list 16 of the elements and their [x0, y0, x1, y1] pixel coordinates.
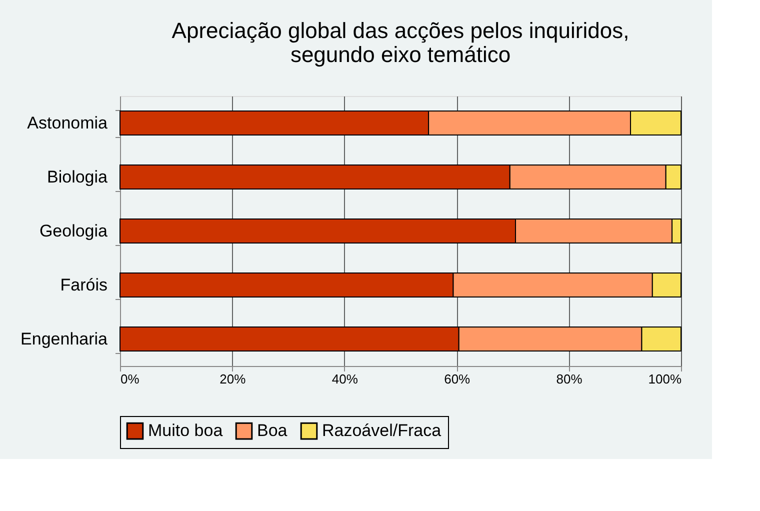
y-tick-label: Faróis: [60, 276, 108, 294]
y-tick-label: Astonomia: [27, 114, 108, 132]
x-tick-label: 40%: [332, 372, 358, 386]
legend-label: Muito boa: [148, 421, 224, 440]
text: segundo eixo temático: [290, 42, 511, 67]
y-tick-label: Geologia: [39, 222, 108, 240]
y-tick-label: Engenharia: [20, 330, 108, 348]
text: Apreciação global das acções pelos inquiridos,: [172, 18, 630, 43]
x-tick-label: 100%: [648, 372, 682, 386]
legend-label: Boa: [257, 421, 288, 440]
legend-label: Razoável/Fraca: [322, 421, 442, 440]
x-tick-label: 0%: [120, 372, 140, 386]
x-tick-label: 20%: [220, 372, 246, 386]
y-tick-label: Biologia: [47, 168, 108, 186]
x-tick-label: 60%: [444, 372, 471, 386]
x-tick-label: 80%: [556, 372, 583, 386]
